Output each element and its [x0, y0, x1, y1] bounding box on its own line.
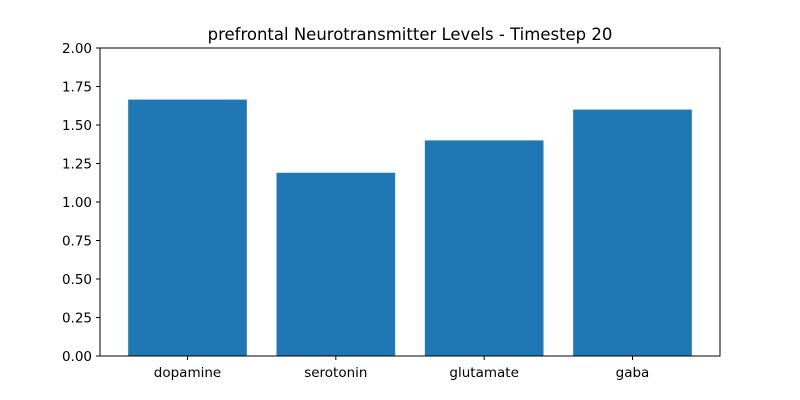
bars-group	[128, 99, 692, 356]
bar-dopamine	[128, 99, 247, 356]
x-tick-label: glutamate	[449, 365, 518, 381]
x-tick-label: serotonin	[304, 365, 367, 381]
bar-serotonin	[276, 172, 396, 356]
y-tick-label: 1.75	[62, 80, 92, 96]
y-tick-label: 1.00	[62, 195, 92, 211]
y-tick-label: 1.50	[62, 118, 92, 134]
y-tick-label: 0.50	[62, 272, 92, 288]
x-axis: dopamine serotonin glutamate gaba	[154, 356, 650, 381]
x-tick-label: gaba	[616, 365, 650, 381]
chart-title: prefrontal Neurotransmitter Levels - Tim…	[208, 25, 613, 44]
x-tick-label: dopamine	[154, 365, 221, 381]
y-tick-label: 0.25	[62, 311, 92, 327]
y-tick-label: 0.75	[62, 234, 92, 250]
bar-gaba	[573, 109, 692, 356]
y-tick-label: 1.25	[62, 157, 92, 173]
axes-frame	[99, 47, 721, 357]
y-tick-label: 0.00	[62, 349, 92, 365]
bar-glutamate	[424, 140, 544, 356]
y-axis: 0.00 0.25 0.50 0.75 1.00 1.25 1.50 1.75 2.00	[62, 41, 100, 365]
y-tick-label: 2.00	[62, 41, 92, 57]
